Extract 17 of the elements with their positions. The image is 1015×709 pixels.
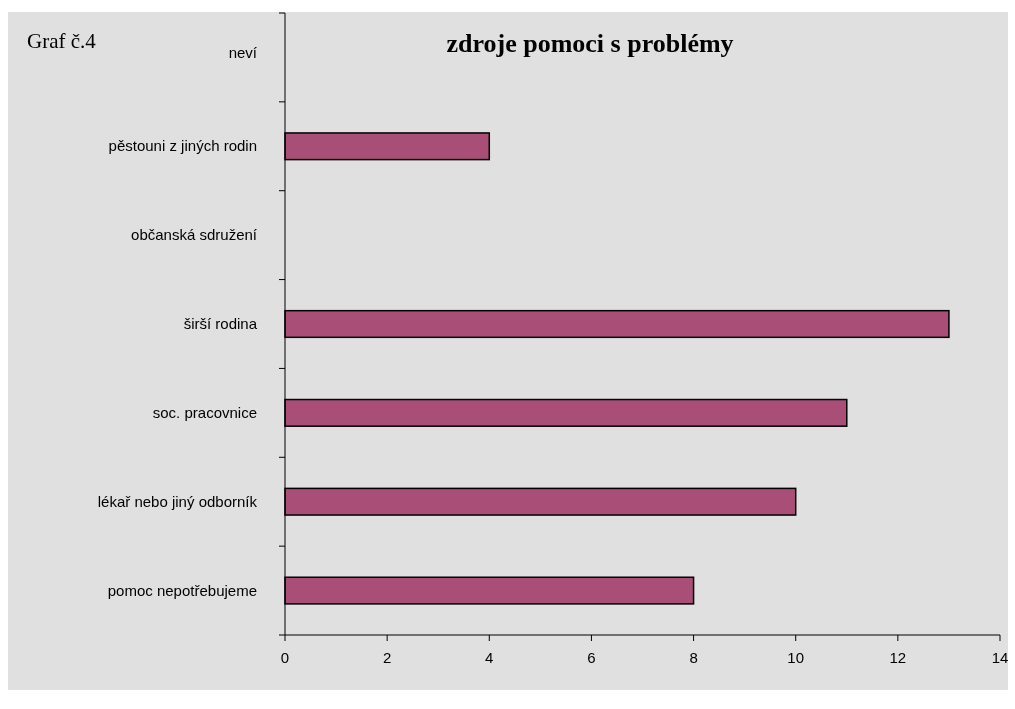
y-tick-label: občanská sdružení: [131, 226, 258, 244]
x-tick-label: 6: [587, 649, 596, 666]
x-tick-label: 14: [991, 649, 1009, 666]
y-tick-label: širší rodina: [183, 315, 258, 332]
x-tick-label: 10: [787, 649, 805, 666]
x-tick-label: 0: [280, 649, 290, 666]
x-tick-label: 12: [889, 649, 907, 666]
x-tick-label: 2: [382, 649, 392, 666]
y-tick-label: pěstouni z jiných rodin: [108, 137, 257, 155]
y-tick-label: soc. pracovnice: [152, 403, 257, 421]
text: Graf č.4: [27, 29, 97, 53]
y-tick-label: neví: [228, 43, 258, 61]
x-tick-label: 8: [689, 649, 698, 666]
y-tick-label: lékař nebo jiný odborník: [97, 492, 258, 510]
y-tick-label: pomoc nepotřebujeme: [107, 581, 257, 599]
x-tick-label: 4: [485, 649, 494, 666]
text: zdroje pomoci s problémy: [446, 29, 734, 58]
